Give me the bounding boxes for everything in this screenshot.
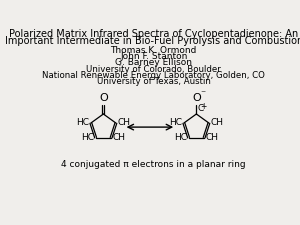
Text: CH: CH (211, 118, 224, 127)
Text: HC: HC (169, 118, 182, 127)
Text: CH: CH (206, 133, 219, 142)
Text: +: + (200, 102, 207, 111)
Text: CH: CH (118, 118, 130, 127)
Text: John F. Stanton: John F. Stanton (120, 52, 188, 61)
Text: ⁻: ⁻ (200, 89, 206, 99)
Text: Important Intermediate in Bio-Fuel Pyrolysis and Combustion: Important Intermediate in Bio-Fuel Pyrol… (4, 36, 300, 46)
Text: 4 conjugated π electrons in a planar ring: 4 conjugated π electrons in a planar rin… (61, 160, 246, 169)
Text: C: C (197, 104, 203, 113)
Text: Polarized Matrix Infrared Spectra of Cyclopentadienone: An: Polarized Matrix Infrared Spectra of Cyc… (9, 29, 298, 39)
Text: Thomas K. Ormond: Thomas K. Ormond (111, 46, 197, 55)
Text: National Renewable Energy Laboratory, Golden, CO: National Renewable Energy Laboratory, Go… (42, 71, 265, 80)
Text: University of Colorado, Boulder: University of Colorado, Boulder (86, 65, 221, 74)
Text: G. Barney Ellison: G. Barney Ellison (115, 58, 192, 67)
Text: HC: HC (81, 133, 94, 142)
Text: O: O (99, 93, 108, 103)
Text: HC: HC (76, 118, 89, 127)
Text: O: O (192, 93, 201, 103)
Text: HC: HC (174, 133, 187, 142)
Text: CH: CH (113, 133, 126, 142)
Text: University of Texas, Austin: University of Texas, Austin (97, 77, 211, 86)
